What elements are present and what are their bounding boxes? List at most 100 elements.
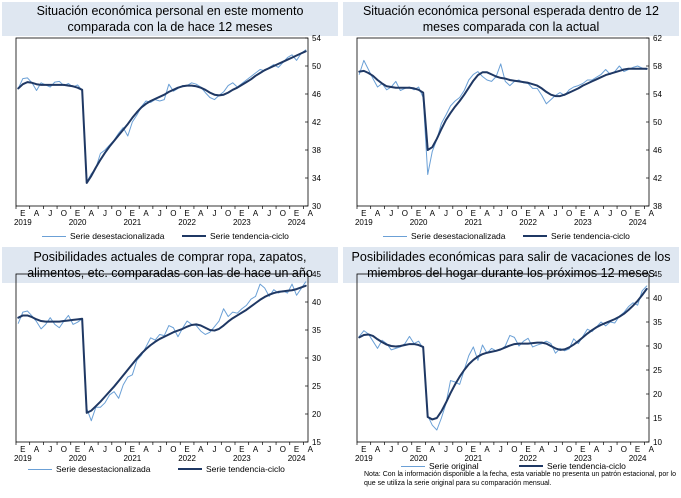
x-year-label: 2020: [410, 218, 428, 227]
x-year-label: 2022: [519, 218, 537, 227]
y-tick-label: 15: [653, 414, 662, 423]
legend-swatch-line: [383, 235, 407, 237]
y-tick-label: 45: [312, 270, 321, 279]
x-tick-label: O: [457, 209, 463, 218]
x-tick-label: E: [416, 209, 421, 218]
x-tick-label: A: [375, 209, 381, 218]
legend-swatch-line: [178, 468, 202, 470]
x-year-label: 2019: [14, 454, 32, 463]
x-tick-label: A: [308, 209, 314, 218]
x-tick-label: A: [253, 445, 259, 454]
chart-title: Posibilidades actuales de comprar ropa, …: [2, 247, 338, 283]
legend-swatch-line: [401, 465, 425, 467]
x-tick-label: E: [294, 209, 299, 218]
x-tick-label: J: [499, 209, 503, 218]
y-tick-label: 54: [312, 34, 321, 43]
y-tick-label: 46: [653, 146, 662, 155]
y-tick-label: 46: [312, 90, 321, 99]
x-tick-label: J: [553, 445, 557, 454]
x-tick-label: J: [103, 209, 107, 218]
x-tick-label: A: [649, 209, 655, 218]
x-tick-label: O: [621, 445, 627, 454]
x-tick-label: E: [294, 445, 299, 454]
x-year-label: 2022: [178, 454, 196, 463]
series-line-trend: [358, 67, 648, 151]
footnote: Nota: Con la información disponible a la…: [364, 471, 676, 487]
y-tick-label: 42: [312, 118, 321, 127]
y-tick-label: 20: [312, 410, 321, 419]
y-tick-label: 45: [653, 270, 662, 279]
plot-frame: [356, 273, 650, 443]
y-tick-label: 40: [653, 294, 662, 303]
legend-swatch-line: [28, 468, 52, 470]
y-tick-label: 35: [653, 318, 662, 327]
x-tick-label: J: [267, 209, 271, 218]
x-tick-label: A: [430, 445, 436, 454]
x-tick-label: J: [553, 209, 557, 218]
x-tick-label: E: [471, 445, 476, 454]
x-tick-label: E: [130, 445, 135, 454]
x-tick-label: O: [116, 445, 122, 454]
x-tick-label: O: [225, 209, 231, 218]
legend-swatch-line: [182, 235, 206, 237]
x-year-label: 2024: [629, 454, 647, 463]
x-tick-label: A: [594, 445, 600, 454]
x-tick-label: A: [89, 445, 95, 454]
x-tick-label: O: [566, 209, 572, 218]
y-tick-label: 20: [653, 390, 662, 399]
x-tick-label: A: [484, 209, 490, 218]
x-tick-label: E: [580, 445, 585, 454]
y-tick-label: 50: [312, 62, 321, 71]
x-tick-label: O: [511, 445, 517, 454]
x-year-label: 2024: [288, 218, 306, 227]
legend-item-1: Serie desestacionalizada: [42, 231, 165, 241]
x-tick-label: O: [170, 445, 176, 454]
x-tick-label: E: [239, 445, 244, 454]
series-line-raw: [17, 49, 307, 183]
x-tick-label: E: [130, 209, 135, 218]
x-tick-label: J: [444, 209, 448, 218]
x-tick-label: J: [267, 445, 271, 454]
legend-item-2: Serie tendencia-ciclo: [519, 461, 626, 471]
x-tick-label: J: [212, 445, 216, 454]
x-tick-label: E: [635, 209, 640, 218]
x-tick-label: A: [253, 209, 259, 218]
x-year-label: 2021: [123, 218, 141, 227]
legend-item-1: Serie original: [401, 461, 479, 471]
legend-label: Serie tendencia-ciclo: [210, 231, 289, 241]
x-tick-label: J: [158, 209, 162, 218]
x-year-label: 2024: [288, 454, 306, 463]
x-year-label: 2021: [464, 218, 482, 227]
x-tick-label: A: [484, 445, 490, 454]
legend-item-2: Serie tendencia-ciclo: [523, 231, 630, 241]
x-year-label: 2021: [123, 454, 141, 463]
x-tick-label: E: [635, 445, 640, 454]
x-year-label: 2024: [629, 218, 647, 227]
x-tick-label: E: [20, 445, 25, 454]
x-tick-label: A: [198, 445, 204, 454]
x-tick-label: A: [649, 445, 655, 454]
chart-panel-2: Situación económica personal esperada de…: [343, 2, 679, 247]
x-year-label: 2021: [464, 454, 482, 463]
x-year-label: 2023: [574, 218, 592, 227]
legend-item-1: Serie desestacionalizada: [383, 231, 506, 241]
legend-label: Serie original: [429, 461, 479, 471]
chart-panel-3: Posibilidades actuales de comprar ropa, …: [2, 247, 338, 492]
y-tick-label: 30: [312, 202, 321, 211]
legend-swatch-line: [42, 235, 66, 237]
x-tick-label: E: [75, 445, 80, 454]
x-tick-label: O: [402, 209, 408, 218]
plot-frame: [15, 273, 309, 443]
x-tick-label: J: [103, 445, 107, 454]
legend-label: Serie tendencia-ciclo: [547, 461, 626, 471]
series-line-trend: [358, 287, 648, 421]
x-tick-label: J: [158, 445, 162, 454]
x-year-label: 2023: [233, 218, 251, 227]
x-tick-label: E: [361, 445, 366, 454]
x-tick-label: A: [539, 445, 545, 454]
x-tick-label: A: [34, 209, 40, 218]
legend-label: Serie tendencia-ciclo: [206, 464, 285, 474]
x-tick-label: O: [170, 209, 176, 218]
y-tick-label: 34: [312, 174, 321, 183]
